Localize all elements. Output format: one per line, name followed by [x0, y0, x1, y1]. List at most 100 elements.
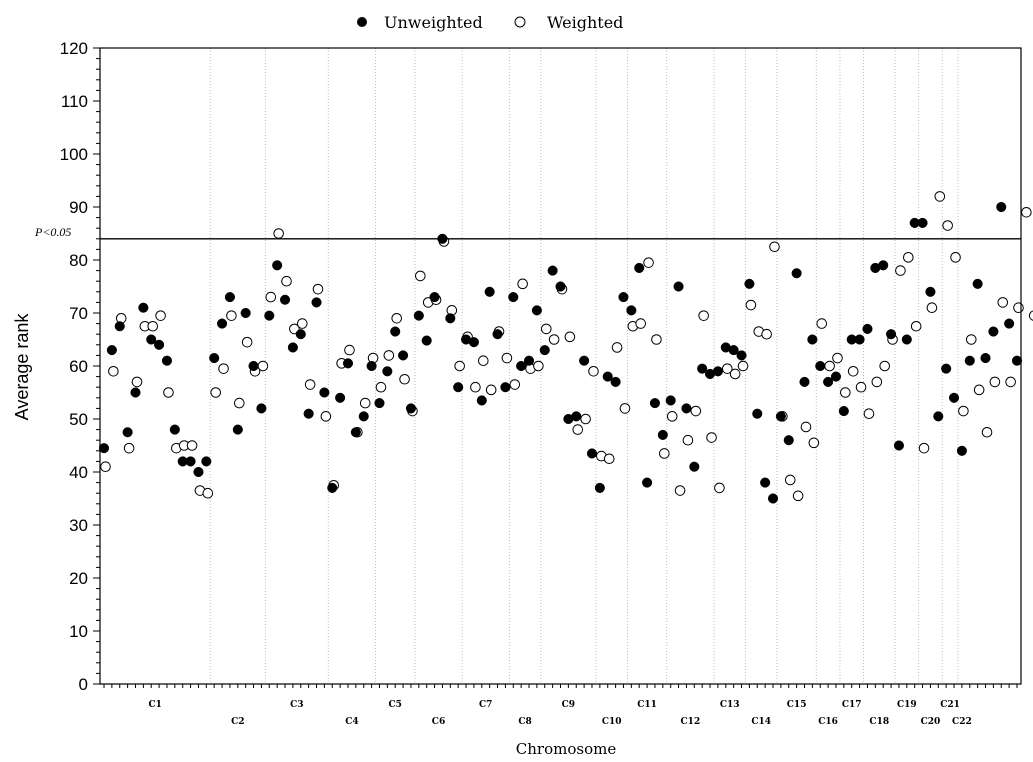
point-weighted — [682, 434, 694, 446]
chromosome-label: C19 — [897, 700, 917, 710]
chromosome-label: C2 — [231, 717, 244, 727]
point-unweighted — [413, 310, 424, 321]
point-unweighted — [657, 429, 668, 440]
point-unweighted — [193, 466, 204, 478]
point-weighted — [517, 278, 528, 290]
point-weighted — [973, 384, 985, 396]
point-unweighted — [878, 260, 889, 271]
point-unweighted — [760, 477, 771, 488]
chromosome-label: C11 — [637, 700, 657, 710]
point-weighted — [477, 355, 489, 367]
point-weighted — [847, 366, 859, 377]
point-unweighted — [767, 493, 779, 504]
legend-label-unweighted: Unweighted — [384, 13, 483, 32]
point-unweighted — [948, 392, 960, 403]
point-unweighted — [752, 408, 763, 419]
point-weighted — [690, 405, 702, 417]
point-unweighted — [130, 387, 141, 398]
point-weighted — [257, 360, 269, 372]
point-weighted — [855, 381, 867, 393]
point-weighted — [910, 320, 922, 332]
point-unweighted — [240, 307, 251, 319]
point-weighted — [485, 384, 497, 396]
point-unweighted — [854, 334, 865, 345]
point-weighted — [942, 220, 953, 231]
y-tick-label: 40 — [69, 463, 88, 482]
point-weighted — [548, 334, 560, 345]
point-weighted — [296, 318, 308, 329]
point-weighted — [226, 310, 237, 321]
point-unweighted — [673, 281, 684, 292]
point-unweighted — [476, 395, 487, 406]
x-axis-label: Chromosome — [516, 740, 617, 758]
point-weighted — [202, 487, 214, 499]
point-weighted — [533, 360, 544, 372]
chromosome-label: C15 — [787, 700, 807, 710]
point-weighted — [1013, 302, 1024, 314]
point-unweighted — [823, 376, 834, 387]
legend: Unweighted Weighted — [357, 13, 623, 32]
point-unweighted — [571, 411, 582, 422]
point-weighted — [863, 408, 875, 420]
point-unweighted — [610, 376, 621, 387]
point-weighted — [808, 437, 820, 449]
point-unweighted — [350, 427, 361, 438]
legend-marker-weighted — [514, 16, 526, 28]
point-unweighted — [744, 278, 755, 289]
point-unweighted — [618, 292, 629, 303]
point-weighted — [383, 350, 395, 361]
point-weighted — [147, 320, 159, 332]
chromosome-label: C16 — [818, 717, 838, 727]
point-weighted — [698, 310, 709, 321]
point-unweighted — [311, 297, 322, 308]
point-weighted — [273, 228, 284, 239]
point-weighted — [312, 283, 324, 295]
point-unweighted — [775, 411, 786, 422]
point-unweighted — [366, 360, 377, 372]
point-weighted — [871, 376, 883, 388]
point-weighted — [981, 426, 993, 438]
point-unweighted — [374, 398, 385, 409]
point-unweighted — [681, 403, 692, 414]
point-unweighted — [146, 334, 157, 345]
point-unweighted — [279, 294, 291, 305]
point-weighted — [234, 397, 245, 409]
y-tick-label: 60 — [69, 357, 88, 376]
point-unweighted — [327, 482, 338, 493]
point-weighted — [816, 318, 828, 329]
point-weighted — [950, 252, 961, 263]
point-unweighted — [783, 435, 794, 446]
point-weighted — [761, 328, 772, 340]
point-unweighted — [634, 262, 645, 274]
point-weighted — [934, 191, 946, 202]
point-weighted — [131, 376, 143, 388]
point-unweighted — [933, 411, 944, 422]
y-tick-label: 80 — [69, 251, 88, 270]
point-unweighted — [405, 403, 417, 414]
point-unweighted — [901, 334, 912, 345]
point-weighted — [635, 318, 647, 329]
point-unweighted — [390, 326, 401, 337]
y-axis-ticks: 0 10 20 30 40 50 60 70 80 90 100 110 120 — [60, 39, 100, 694]
point-unweighted — [1011, 355, 1023, 366]
point-unweighted — [728, 345, 739, 356]
point-weighted — [706, 432, 717, 443]
y-tick-label: 20 — [69, 569, 88, 588]
point-unweighted — [838, 406, 849, 417]
point-unweighted — [956, 445, 967, 456]
point-weighted — [745, 299, 757, 311]
point-weighted — [729, 368, 741, 380]
significance-threshold-label: P<0.05 — [34, 225, 71, 239]
point-unweighted — [154, 339, 165, 350]
point-unweighted — [484, 286, 495, 297]
point-weighted — [792, 490, 804, 502]
point-unweighted — [217, 318, 228, 329]
point-weighted — [509, 379, 521, 390]
point-unweighted — [114, 321, 125, 332]
chromosome-label: C12 — [681, 717, 701, 727]
point-weighted — [572, 424, 584, 435]
point-unweighted — [586, 448, 598, 459]
point-weighted — [218, 363, 229, 374]
chromosome-label: C21 — [940, 700, 960, 710]
point-unweighted — [508, 292, 519, 303]
